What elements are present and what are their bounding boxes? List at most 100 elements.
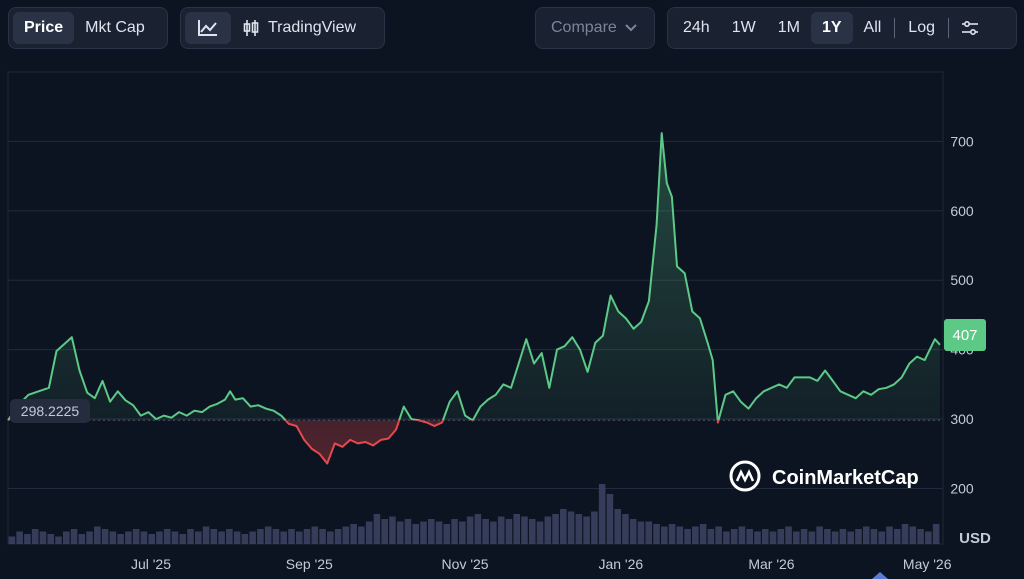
volume-bar bbox=[536, 521, 544, 544]
volume-bar bbox=[513, 514, 520, 544]
compare-button[interactable]: Compare bbox=[540, 12, 648, 44]
y-tick-label: 200 bbox=[950, 480, 974, 496]
y-axis: 200300400500600700 bbox=[950, 133, 974, 496]
volume-bar bbox=[187, 529, 194, 544]
volume-bar bbox=[560, 509, 567, 544]
market-cap-tab[interactable]: Mkt Cap bbox=[85, 19, 145, 36]
tradingview-button[interactable]: TradingView bbox=[231, 12, 367, 44]
range-1w-button[interactable]: 1W bbox=[731, 19, 756, 36]
volume-bar bbox=[855, 529, 862, 544]
x-tick-label: Sep '25 bbox=[286, 556, 333, 572]
settings-sliders-icon bbox=[962, 20, 978, 36]
volume-bar bbox=[210, 529, 218, 544]
volume-bar bbox=[327, 531, 334, 544]
volume-bar bbox=[435, 521, 443, 544]
area-above-baseline bbox=[8, 133, 940, 421]
volume-bar bbox=[831, 531, 839, 544]
range-1y-button[interactable]: 1Y bbox=[810, 12, 853, 44]
range-1m-button[interactable]: 1M bbox=[777, 19, 800, 36]
volume-bar bbox=[428, 519, 435, 544]
volume-bar bbox=[808, 531, 816, 544]
volume-bar bbox=[793, 531, 800, 544]
volume-bar bbox=[101, 529, 109, 544]
volume-bar bbox=[575, 514, 583, 544]
log-scale-button[interactable]: Log bbox=[908, 19, 935, 36]
range-all-button[interactable]: All bbox=[863, 19, 882, 36]
price-area bbox=[7, 132, 941, 465]
volume-bar bbox=[47, 534, 54, 544]
compare-dropdown[interactable]: Compare bbox=[535, 7, 655, 49]
volume-bar bbox=[365, 521, 373, 544]
volume-bar bbox=[862, 526, 870, 544]
volume-bar bbox=[24, 534, 31, 544]
volume-bar bbox=[637, 521, 645, 544]
volume-bar bbox=[894, 529, 901, 544]
line-chart-button[interactable] bbox=[185, 12, 231, 44]
volume-bar bbox=[738, 526, 746, 544]
volume-bar bbox=[552, 514, 559, 544]
volume-bar bbox=[800, 529, 808, 544]
volume-bar bbox=[272, 529, 280, 544]
volume-bar bbox=[241, 534, 249, 544]
volume-bar bbox=[373, 514, 381, 544]
volume-bar bbox=[723, 531, 730, 544]
x-tick-label: May '26 bbox=[903, 556, 952, 572]
chart-settings-button[interactable] bbox=[951, 12, 989, 44]
x-tick-label: Jul '25 bbox=[131, 556, 171, 572]
chart-type-group: TradingView bbox=[180, 7, 385, 49]
volume-bar bbox=[474, 514, 482, 544]
volume-bar bbox=[661, 526, 668, 544]
volume-bar bbox=[606, 494, 614, 544]
x-tick-label: Mar '26 bbox=[748, 556, 794, 572]
volume-bar bbox=[816, 526, 823, 544]
volume-bar bbox=[629, 519, 637, 544]
volume-bar bbox=[692, 526, 699, 544]
volume-bar bbox=[257, 529, 264, 544]
volume-bar bbox=[125, 531, 132, 544]
volume-bar bbox=[55, 536, 62, 544]
volume-bar bbox=[148, 534, 155, 544]
volume-bar bbox=[459, 521, 466, 544]
volume-bar bbox=[715, 526, 722, 544]
volume-bar bbox=[645, 521, 653, 544]
candlestick-icon bbox=[243, 20, 259, 36]
volume-bar bbox=[754, 531, 761, 544]
price-tab[interactable]: Price bbox=[13, 12, 75, 44]
volume-bar bbox=[156, 531, 163, 544]
volume-bar bbox=[249, 531, 256, 544]
volume-bar bbox=[396, 521, 404, 544]
volume-bar bbox=[591, 511, 598, 544]
volume-bar bbox=[932, 524, 940, 544]
volume-bar bbox=[226, 529, 233, 544]
volume-bar bbox=[443, 524, 451, 544]
time-range-group: 24h 1W 1M 1Y All Log bbox=[667, 7, 1017, 49]
volume-bar bbox=[62, 531, 70, 544]
volume-bar bbox=[614, 509, 621, 544]
volume-bar bbox=[132, 529, 140, 544]
toolbar-divider bbox=[948, 18, 949, 38]
volume-bar bbox=[746, 529, 753, 544]
volume-bar bbox=[389, 516, 396, 544]
volume-bar bbox=[847, 531, 854, 544]
toolbar-divider bbox=[894, 18, 896, 38]
volume-bar bbox=[334, 529, 342, 544]
y-tick-label: 700 bbox=[950, 133, 974, 149]
price-line-up bbox=[7, 132, 941, 421]
tradingview-label: TradingView bbox=[268, 19, 357, 36]
volume-bar bbox=[482, 519, 489, 544]
range-slider-handle[interactable] bbox=[872, 572, 888, 579]
coinmarketcap-logo-icon bbox=[729, 460, 761, 492]
y-tick-label: 500 bbox=[950, 272, 974, 288]
baseline-value: 298.2225 bbox=[21, 403, 80, 419]
volume-bar bbox=[497, 516, 505, 544]
volume-bar bbox=[466, 516, 474, 544]
range-24h-button[interactable]: 24h bbox=[683, 19, 710, 36]
volume-bar bbox=[653, 524, 660, 544]
volume-bar bbox=[567, 511, 575, 544]
volume-bar bbox=[521, 516, 528, 544]
volume-bar bbox=[140, 531, 148, 544]
volume-bar bbox=[730, 529, 738, 544]
volume-bar bbox=[901, 524, 909, 544]
volume-bar bbox=[886, 526, 893, 544]
